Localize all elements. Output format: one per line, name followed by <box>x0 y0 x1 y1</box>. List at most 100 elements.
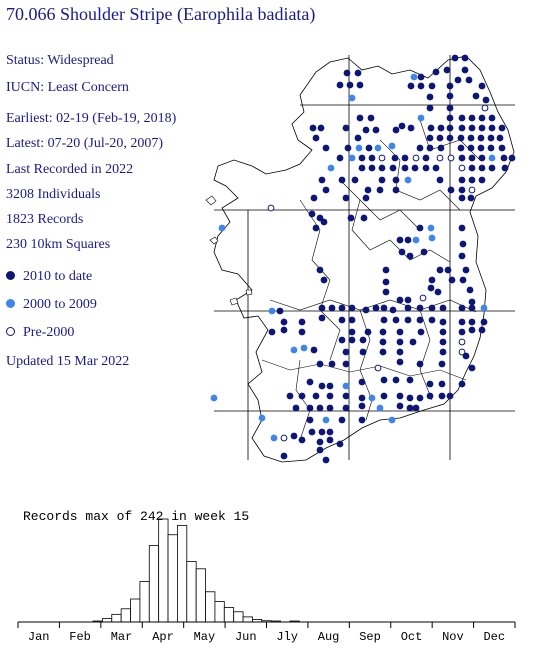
record-dot-recent <box>326 404 334 412</box>
record-dot-recent <box>458 154 466 162</box>
record-dot-recent <box>292 404 300 412</box>
record-dot-recent <box>468 114 476 122</box>
month-label: Dec <box>483 630 505 644</box>
record-dot-recent <box>358 164 366 172</box>
record-dot-recent <box>434 288 442 296</box>
record-dot-recent <box>478 326 486 334</box>
record-dot-recent <box>436 134 444 142</box>
legend-old-label: Pre-2000 <box>23 325 75 340</box>
histogram-bar <box>214 601 225 623</box>
record-dot-recent <box>426 392 434 400</box>
legend-mid: 2000 to 2009 <box>6 297 97 313</box>
record-dot-recent <box>368 154 376 162</box>
record-dot-recent <box>358 416 366 424</box>
record-dot-2000s <box>355 144 363 152</box>
record-dot-recent <box>306 378 314 386</box>
record-dot-recent <box>362 194 370 202</box>
record-dot-recent <box>391 154 399 162</box>
record-dot-recent <box>406 376 414 384</box>
record-dot-recent <box>458 124 466 132</box>
record-dot-recent <box>398 122 406 130</box>
month-label: Jan <box>28 630 50 644</box>
record-dot-recent <box>478 176 486 184</box>
record-dot-recent <box>432 164 440 172</box>
record-dot-2000s <box>210 394 218 402</box>
record-dot-recent <box>378 164 386 172</box>
record-dot-2000s <box>412 236 420 244</box>
record-dot-recent <box>338 416 346 424</box>
month-label: Oct <box>401 630 423 644</box>
record-dot-recent <box>396 328 404 336</box>
record-dot-recent <box>268 328 276 336</box>
record-dot-recent <box>462 352 470 360</box>
record-dot-recent <box>359 348 367 356</box>
record-dot-recent <box>392 176 400 184</box>
record-dot-recent <box>326 382 334 390</box>
legend-mid-label: 2000 to 2009 <box>23 297 97 312</box>
record-dot-recent <box>404 236 412 244</box>
record-dot-2000s <box>488 154 496 162</box>
record-dot-recent <box>328 304 336 312</box>
record-dot-recent <box>437 144 445 152</box>
record-dots <box>210 54 516 464</box>
last-recorded-text: Last Recorded in 2022 <box>6 162 134 177</box>
record-dot-recent <box>461 54 469 62</box>
record-dot-recent <box>426 93 434 101</box>
record-dot-recent <box>396 392 404 400</box>
record-dot-recent <box>407 82 415 90</box>
record-dot-recent <box>446 104 454 112</box>
record-dot-recent <box>438 360 446 368</box>
record-dot-recent <box>326 428 334 436</box>
record-dot-recent <box>368 164 376 172</box>
record-dot-2000s <box>342 382 350 390</box>
record-dot-recent <box>487 144 495 152</box>
record-dot-recent <box>438 380 446 388</box>
record-dot-recent <box>401 154 409 162</box>
record-dot-recent <box>372 126 380 134</box>
record-dot-pre2000 <box>481 104 489 112</box>
month-label: Apr <box>152 630 174 644</box>
record-dot-recent <box>477 144 485 152</box>
record-dot-recent <box>392 186 400 194</box>
histogram-bar <box>223 607 235 623</box>
record-dot-recent <box>478 82 486 90</box>
record-dot-recent <box>382 288 390 296</box>
grid <box>214 55 515 460</box>
record-dot-2000s <box>480 304 488 312</box>
record-dot-recent <box>320 218 328 226</box>
record-dot-2000s <box>348 94 356 102</box>
record-dot-recent <box>362 126 370 134</box>
record-dot-recent <box>446 114 454 122</box>
record-dot-recent <box>468 326 476 334</box>
record-dot-2000s <box>258 414 266 422</box>
record-dot-recent <box>310 346 318 354</box>
record-dot-2000s <box>327 164 335 172</box>
record-dot-recent <box>500 154 508 162</box>
record-dot-recent <box>446 92 454 100</box>
record-dot-recent <box>322 186 330 194</box>
record-dot-pre2000 <box>419 294 427 302</box>
record-dot-recent <box>346 81 354 89</box>
histogram-bars <box>92 518 300 623</box>
record-dot-recent <box>458 304 466 312</box>
record-dot-recent <box>462 266 470 274</box>
record-dot-recent <box>422 164 430 172</box>
record-dot-recent <box>338 336 346 344</box>
month-label: Jun <box>235 630 257 644</box>
record-dot-recent <box>306 404 314 412</box>
histogram-bar <box>233 611 244 623</box>
record-dot-recent <box>439 338 447 346</box>
record-dot-recent <box>348 316 356 324</box>
record-dot-recent <box>406 404 414 412</box>
record-dot-recent <box>372 304 380 312</box>
record-dot-2000s <box>410 73 418 81</box>
record-dot-recent <box>316 266 324 274</box>
histogram-bar <box>177 524 188 623</box>
record-dot-recent <box>378 176 386 184</box>
record-dot-recent <box>389 306 397 314</box>
record-dot-recent <box>367 114 375 122</box>
record-dot-recent <box>358 154 366 162</box>
record-dot-recent <box>488 164 496 172</box>
record-dot-recent <box>312 134 320 142</box>
record-dot-recent <box>461 66 469 74</box>
